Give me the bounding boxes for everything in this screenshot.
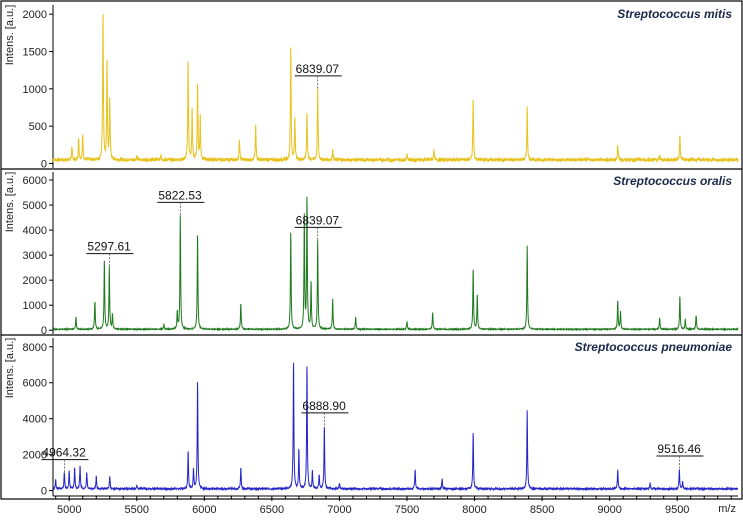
- y-axis-label: Intens. [a.u.]: [4, 338, 16, 399]
- peak-label-text: 4964.32: [42, 446, 86, 460]
- y-tick-label: 1500: [23, 47, 47, 59]
- peak-label-text: 5297.61: [87, 240, 131, 254]
- y-tick-label: 8000: [23, 342, 47, 354]
- y-tick-label: 2000: [23, 9, 47, 21]
- x-tick-label: 9500: [665, 504, 689, 516]
- x-tick-label: 6500: [260, 504, 284, 516]
- y-tick-label: 2000: [23, 275, 47, 287]
- spectrum-panel-2: 0 1000 2000 3000 4000 5000 6000 Intens. [a.u.] S…: [1, 168, 742, 337]
- y-tick-label: 0: [41, 159, 47, 171]
- x-tick-label: 5500: [125, 504, 149, 516]
- y-tick-label: 4000: [23, 414, 47, 426]
- peak-label: 6888.90: [301, 399, 349, 426]
- panel-title: Streptococcus oralis: [613, 174, 732, 188]
- y-tick-label: 0: [41, 486, 47, 498]
- peak-label: 6839.07: [294, 213, 342, 241]
- spectrum-trace: [52, 196, 739, 332]
- peak-label-text: 9516.46: [657, 442, 701, 456]
- peak-label-text: 6839.07: [296, 213, 340, 227]
- peak-label: 5822.53: [157, 188, 205, 216]
- figure-border: [0, 0, 743, 500]
- peak-label: 5297.61: [86, 240, 134, 267]
- x-tick-label: 6000: [192, 504, 216, 516]
- y-tick-label: 2000: [23, 450, 47, 462]
- panel-title: Streptococcus mitis: [617, 7, 732, 21]
- peak-label-text: 6888.90: [302, 399, 346, 413]
- y-tick-label: 1000: [23, 84, 47, 96]
- spectrum-trace: [52, 362, 739, 492]
- y-tick-label: 1000: [23, 300, 47, 312]
- peak-label-text: 6839.07: [296, 62, 340, 76]
- spectrum-panel-1: 0 500 1000 1500 2000 Intens. [a.u.] Streptococ…: [4, 5, 739, 171]
- x-tick-label: 5000: [57, 504, 81, 516]
- y-axis-label: Intens. [a.u.]: [4, 172, 16, 233]
- y-tick-label: 4000: [23, 225, 47, 237]
- y-tick-label: 3000: [23, 250, 47, 262]
- peak-label: 6839.07: [294, 62, 342, 89]
- peak-label-text: 5822.53: [158, 188, 202, 202]
- panel-title: Streptococcus pneumoniae: [575, 340, 733, 354]
- peak-label: 4964.32: [41, 446, 89, 473]
- spectrum-trace: [52, 14, 739, 164]
- x-tick-label: 8500: [530, 504, 554, 516]
- x-tick-label: 7000: [327, 504, 351, 516]
- spectrum-panel-3: 0 2000 4000 6000 8000 Intens. [a.u.] Streptoco…: [1, 334, 742, 516]
- y-tick-label: 6000: [23, 378, 47, 390]
- y-tick-label: 500: [29, 121, 47, 133]
- y-tick-label: 0: [41, 325, 47, 337]
- x-tick-label: 9000: [597, 504, 621, 516]
- x-tick-label: 8000: [462, 504, 486, 516]
- y-axis-label: Intens. [a.u.]: [4, 5, 16, 66]
- y-tick-label: 5000: [23, 200, 47, 212]
- x-axis-label: m/z: [718, 503, 736, 515]
- y-tick-label: 6000: [23, 175, 47, 187]
- peak-label: 9516.46: [656, 442, 704, 470]
- x-tick-label: 7500: [395, 504, 419, 516]
